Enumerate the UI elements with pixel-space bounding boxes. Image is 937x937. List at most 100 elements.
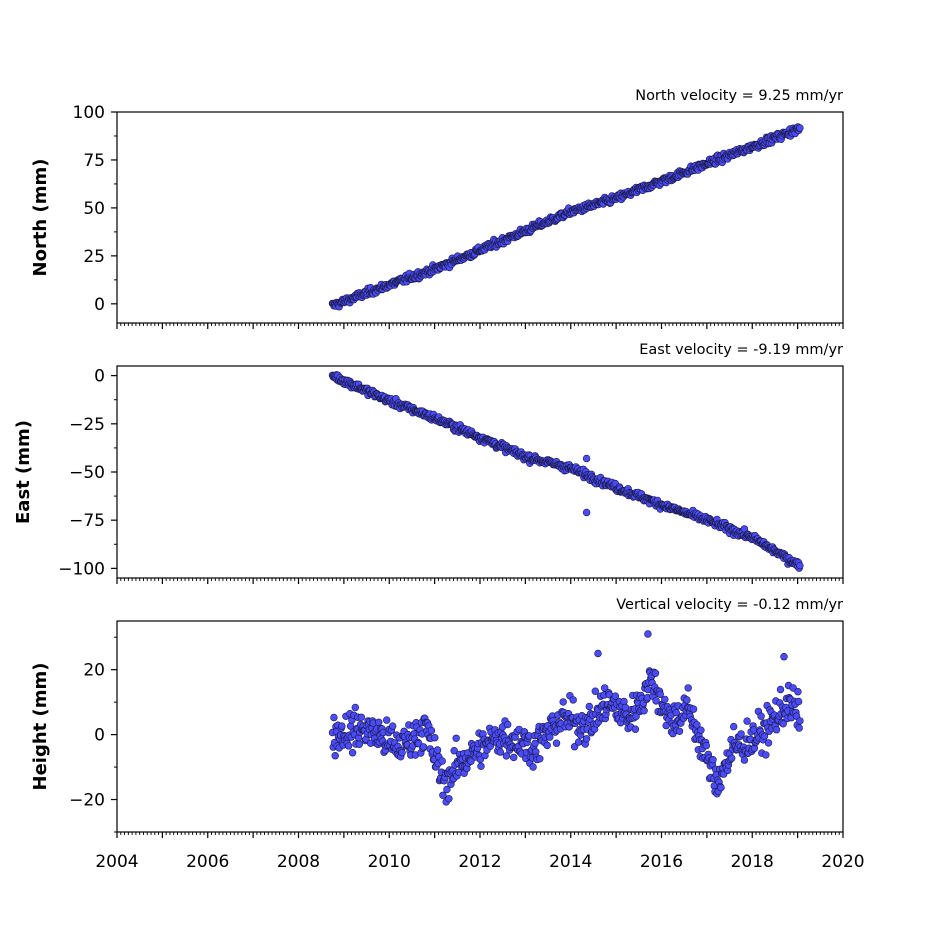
north-ytick-label: 100 [73, 103, 105, 123]
height-point [702, 741, 710, 750]
height-point [796, 717, 804, 725]
height-point [611, 692, 620, 700]
height-velocity-annotation: Vertical velocity = -0.12 mm/yr [616, 597, 843, 613]
height-point [543, 741, 551, 750]
east-ytick-label: 0 [94, 367, 105, 387]
xtick-label: 2010 [368, 852, 411, 872]
height-point [651, 669, 660, 677]
height-point [570, 742, 579, 751]
height-point [452, 734, 460, 742]
height-point [697, 726, 705, 734]
north-panel: 0 25 50 75 100 North (mm) North velocity = 9.2… [30, 88, 844, 329]
height-point [661, 695, 669, 704]
height-point [439, 791, 447, 799]
height-point [780, 652, 788, 661]
height-point [502, 752, 511, 760]
height-point [794, 687, 802, 696]
height-point [427, 726, 436, 735]
east-points [328, 371, 804, 572]
height-point [740, 756, 749, 764]
xtick-label: 2018 [731, 852, 774, 872]
height-point [477, 762, 485, 770]
height-point [438, 757, 446, 765]
height-point [656, 690, 664, 698]
height-point [779, 720, 787, 728]
north-point [796, 124, 804, 132]
north-ytick-label: 0 [94, 295, 105, 315]
height-point [510, 753, 518, 762]
height-point [355, 740, 363, 748]
height-point [389, 722, 397, 730]
height-point [357, 713, 365, 721]
east-point [582, 454, 591, 463]
height-point [709, 755, 717, 764]
height-point [620, 697, 628, 706]
height-point [419, 743, 428, 751]
height-point [644, 630, 652, 638]
north-points [328, 123, 804, 311]
east-point [582, 508, 591, 517]
east-velocity-annotation: East velocity = -9.19 mm/yr [639, 342, 843, 358]
height-point [431, 733, 439, 742]
height-point [727, 754, 736, 762]
height-point [693, 721, 701, 729]
height-point [794, 697, 803, 706]
height-ylabel: Height (mm) [30, 663, 51, 791]
height-point [450, 746, 458, 755]
height-point [351, 703, 359, 712]
height-point [338, 722, 346, 730]
height-ytick-label: −20 [69, 791, 105, 811]
height-point [594, 649, 602, 658]
height-point [672, 708, 680, 717]
height-point [757, 712, 765, 720]
height-point [330, 713, 338, 722]
xtick-label: 2004 [95, 852, 138, 872]
height-point [496, 748, 505, 756]
height-point [585, 702, 593, 711]
height-point [433, 746, 442, 754]
height-point [582, 735, 591, 743]
north-ylabel: North (mm) [30, 159, 51, 277]
height-point [772, 725, 781, 734]
height-point [600, 684, 609, 692]
east-ylabel: East (mm) [13, 420, 34, 524]
height-point [552, 739, 561, 747]
east-ytick-label: −50 [69, 463, 105, 483]
height-point [504, 720, 512, 729]
height-point [383, 716, 391, 724]
xtick-label: 2012 [458, 852, 501, 872]
height-point [344, 742, 353, 750]
height-point [764, 739, 773, 747]
height-point [684, 684, 692, 692]
height-point [717, 783, 725, 792]
height-point [652, 697, 660, 705]
height-point [795, 724, 803, 732]
height-point [683, 696, 691, 704]
height-point [529, 763, 537, 771]
north-ytick-label: 75 [83, 151, 105, 171]
height-point [640, 707, 648, 715]
height-point [398, 748, 406, 757]
north-ytick-label: 25 [83, 247, 105, 267]
east-panel: 0 −25 −50 −75 −100 East (mm) East velocity = -… [13, 342, 844, 584]
height-point [467, 757, 475, 765]
height-point [675, 727, 684, 735]
xtick-label: 2008 [277, 852, 320, 872]
east-ytick-label: −75 [69, 511, 105, 531]
height-points [328, 630, 804, 806]
east-ytick-label: −25 [69, 415, 105, 435]
height-point [632, 712, 640, 721]
height-point [546, 733, 554, 741]
xtick-label: 2016 [640, 852, 683, 872]
height-point [569, 696, 577, 704]
height-point [531, 739, 539, 748]
height-point [760, 732, 769, 740]
height-point [445, 795, 453, 803]
north-velocity-annotation: North velocity = 9.25 mm/yr [635, 88, 843, 104]
height-point [776, 685, 785, 694]
height-point [591, 687, 599, 695]
height-point [375, 718, 383, 726]
height-point [737, 730, 745, 738]
height-ytick-label: 0 [94, 726, 105, 746]
